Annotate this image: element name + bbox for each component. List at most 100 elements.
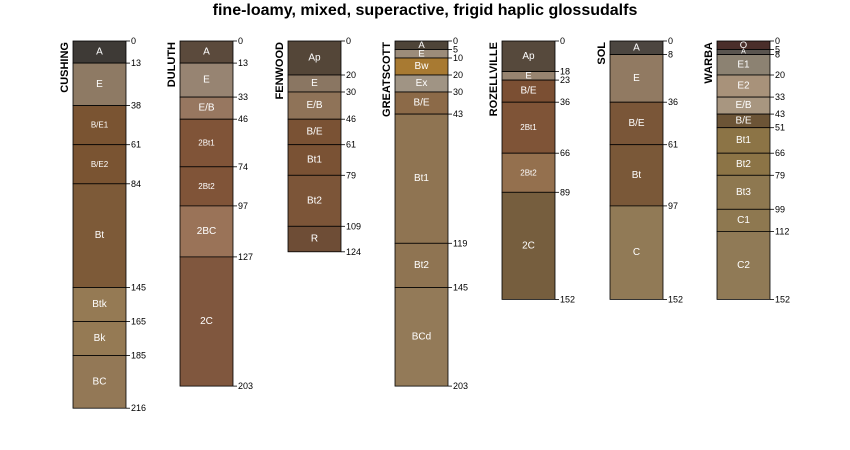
horizon-label: C [633,247,640,258]
horizon-block [179,118,234,168]
depth-label: 0 [453,36,458,46]
horizon-label: Bt3 [736,187,751,198]
horizon-label: Ap [522,51,535,62]
profile-name: CUSHING [59,42,71,93]
horizon-label: Bt1 [414,173,429,184]
horizon-block [179,166,234,207]
depth-label: 74 [238,162,248,172]
depth-label: 20 [775,70,785,80]
horizon-label: R [311,234,318,245]
horizon-block [72,355,127,409]
horizon-label: Btk [92,299,107,310]
depth-label: 79 [346,170,356,180]
horizon-label: B/E2 [91,160,109,169]
depth-label: 5 [775,45,780,55]
depth-label: 0 [775,36,780,46]
depth-label: 152 [560,294,575,304]
horizon-label: A [633,42,640,53]
depth-label: 10 [453,53,463,63]
horizon-block [179,205,234,258]
horizon-label: E [203,75,210,86]
horizon-label: B/E [413,98,429,109]
depth-label: 203 [238,381,253,391]
horizon-label: E1 [737,59,750,70]
horizon-label: O [740,40,747,51]
horizon-label: B/E [306,126,322,137]
horizon-label: A [741,49,746,56]
depth-label: 216 [131,403,146,413]
horizon-block [609,144,664,207]
horizon-label: E2 [737,81,750,92]
horizon-block [716,174,771,210]
horizon-block [501,191,556,300]
horizon-block [501,40,556,73]
depth-label: 89 [560,187,570,197]
depth-label: 43 [453,109,463,119]
depth-label: 66 [560,148,570,158]
profile-name: SOL [596,42,608,65]
depth-label: 0 [346,36,351,46]
horizon-block [179,62,234,98]
soil-profile: SOL A E B/E Bt C 0 8 36 61 97 152 [596,36,683,304]
depth-label: 61 [668,140,678,150]
horizon-label: B/E [628,118,644,129]
profile-name: WARBA [703,42,715,84]
depth-label: 38 [131,101,141,111]
horizon-label: Ex [416,78,428,89]
soil-profile: DULUTH A E E/B 2Bt1 2Bt2 2BC 2C 0 13 33 46 74 97 127 20… [166,36,253,391]
horizon-label: Bt1 [736,135,751,146]
profile-name: FENWOOD [274,42,286,99]
depth-label: 8 [775,50,780,60]
depth-label: 79 [775,170,785,180]
depth-label: 5 [453,45,458,55]
horizon-label: 2Bt1 [520,123,537,132]
depth-label: 36 [560,97,570,107]
horizon-label: 2BC [197,226,216,237]
depth-label: 18 [560,67,570,77]
horizon-block [716,127,771,154]
depth-label: 145 [131,283,146,293]
depth-label: 30 [346,87,356,97]
horizon-block [287,91,342,120]
horizon-label: Bw [415,61,430,72]
soil-profile: CUSHING A E B/E1 B/E2 Bt Btk Bk BC 0 13 38 61 84 145 16… [59,36,146,413]
horizon-label: B/E [735,115,751,126]
horizon-label: 2C [200,316,213,327]
depth-label: 99 [775,204,785,214]
horizon-label: C1 [737,215,750,226]
depth-label: 185 [131,351,146,361]
depth-label: 33 [238,92,248,102]
horizon-block [179,256,234,387]
horizon-label: E [311,78,318,89]
depth-label: 152 [668,294,683,304]
depth-label: 43 [775,109,785,119]
horizon-block [501,101,556,154]
horizon-block [287,174,342,227]
horizon-block [72,105,127,146]
horizon-label: E/B [306,100,322,111]
horizon-block [287,225,342,253]
horizon-label: E [96,79,103,90]
chart-title: fine-loamy, mixed, superactive, frigid h… [212,2,638,19]
horizon-label: Bt2 [736,159,751,170]
horizon-block [609,205,664,300]
depth-label: 0 [238,36,243,46]
depth-label: 0 [131,36,136,46]
depth-label: 46 [238,114,248,124]
horizon-label: E/B [198,103,214,114]
horizon-label: E/B [735,100,751,111]
horizon-block [287,144,342,176]
horizon-block [501,152,556,193]
horizon-label: A [203,47,210,58]
depth-label: 13 [238,58,248,68]
horizon-block [394,113,449,244]
depth-label: 66 [775,148,785,158]
depth-label: 152 [775,294,790,304]
depth-label: 124 [346,247,361,257]
horizon-label: 2Bt1 [198,139,215,148]
horizon-label: E [525,70,531,81]
horizon-label: A [418,40,425,51]
